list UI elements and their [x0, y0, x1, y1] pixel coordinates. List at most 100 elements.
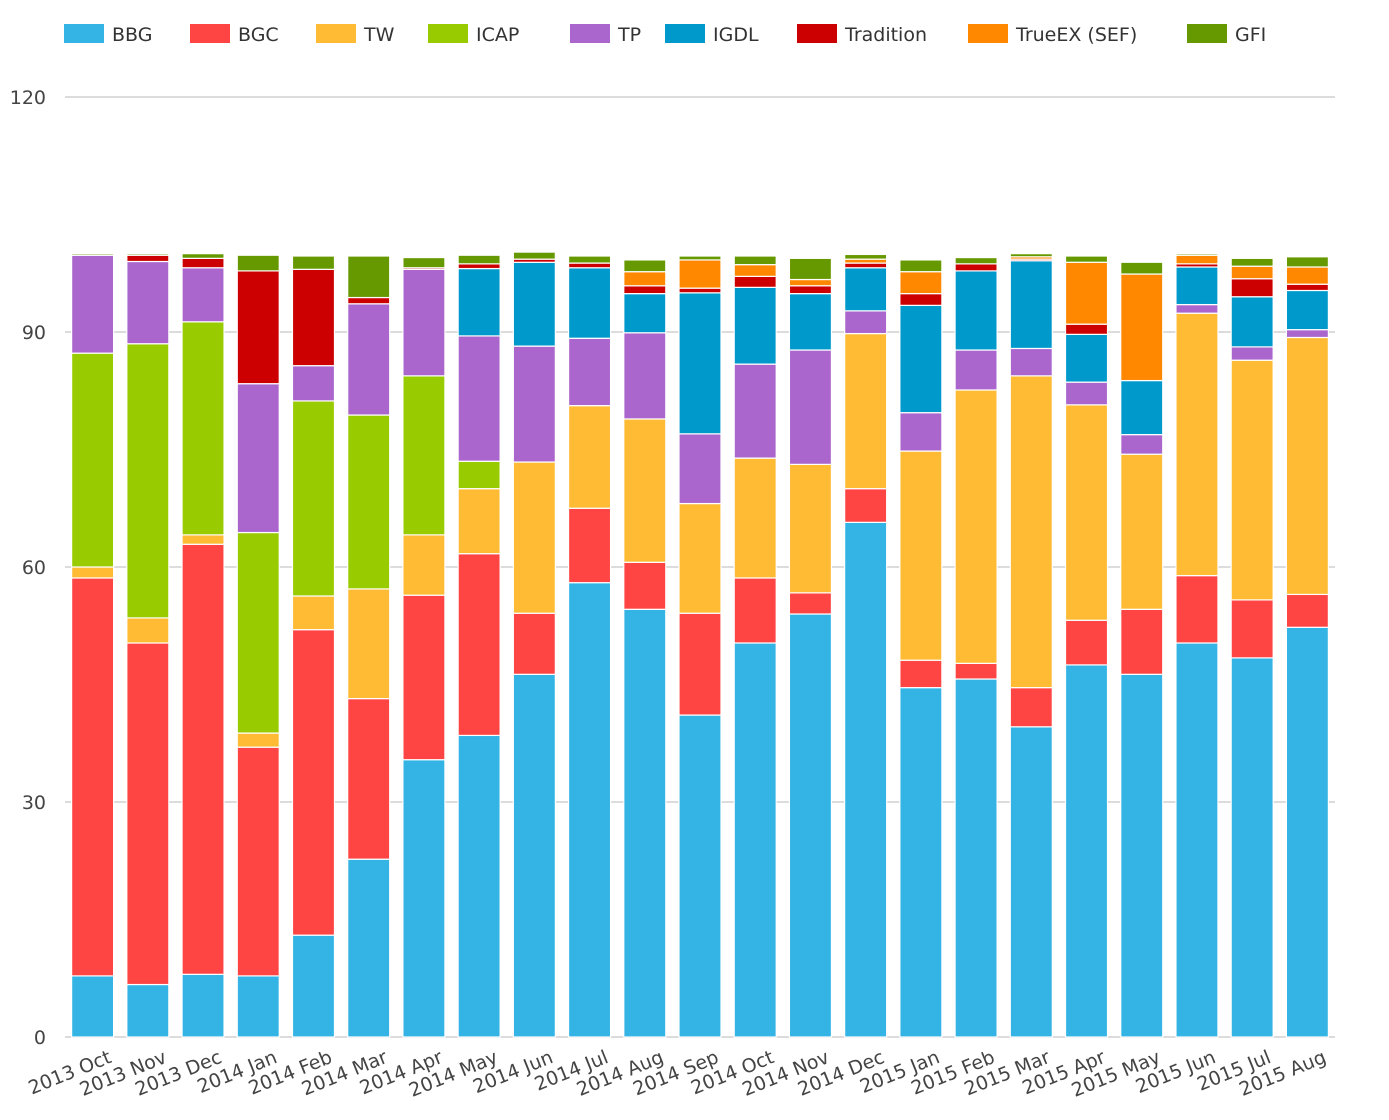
bar-stack-21 [1230, 257, 1274, 1038]
bar-segment-bbg-12 [733, 642, 777, 1038]
bar-segment-tw-7 [457, 488, 501, 555]
bar-segment-gfi-15 [899, 259, 943, 273]
bar-segment-tradition-9 [567, 262, 612, 269]
legend-item-gfi[interactable]: GFI [1187, 24, 1266, 46]
bar-segment-tradition-12 [733, 275, 777, 288]
bar-segment-bgc-18 [1064, 619, 1109, 666]
bar-segment-gfi-7 [457, 254, 501, 265]
legend-item-tp[interactable]: TP [570, 24, 641, 46]
bar-stack-13 [788, 257, 833, 1038]
bar-segment-trueex-sef--20 [1175, 254, 1219, 265]
bar-segment-tp-14 [844, 310, 888, 335]
bar-segment-tp-21 [1230, 346, 1274, 361]
bar-segment-icap-3 [236, 531, 280, 734]
bar-segment-tp-8 [512, 345, 556, 463]
bar-segment-bbg-7 [457, 734, 501, 1038]
legend-swatch [797, 24, 837, 43]
bar-segment-bbg-11 [678, 714, 722, 1038]
bar-segment-bgc-13 [788, 592, 833, 615]
bar-segment-bbg-6 [402, 759, 446, 1038]
bar-segment-gfi-9 [567, 255, 612, 264]
bar-segment-bbg-19 [1120, 673, 1164, 1038]
bar-segment-bbg-17 [1009, 726, 1053, 1038]
bar-segment-bgc-22 [1285, 593, 1329, 628]
bar-segment-gfi-14 [844, 253, 888, 260]
bar-segment-tradition-11 [678, 287, 722, 294]
bar-segment-igdl-17 [1009, 260, 1053, 350]
legend-swatch [64, 24, 104, 43]
bar-segment-igdl-12 [733, 286, 777, 365]
legend-label: TP [617, 24, 641, 46]
bar-segment-tw-15 [899, 450, 943, 661]
bar-stack-6 [402, 256, 446, 1038]
bar-segment-tw-20 [1175, 312, 1219, 577]
legend-swatch [190, 24, 230, 43]
bar-segment-tw-21 [1230, 359, 1274, 601]
bar-segment-bbg-21 [1230, 657, 1274, 1038]
y-axis-tick-labels: 0 30 60 90 120 [10, 87, 46, 1049]
bar-segment-gfi-22 [1285, 256, 1329, 268]
bar-segment-tw-17 [1009, 375, 1053, 689]
bar-segment-tw-22 [1285, 336, 1329, 596]
legend-swatch [570, 24, 610, 43]
bar-stack-9 [567, 255, 612, 1038]
bar-segment-tradition-13 [788, 285, 833, 295]
bar-stack-1 [126, 253, 170, 1038]
bar-stack-5 [347, 255, 391, 1038]
bar-segment-icap-4 [291, 400, 336, 597]
bar-segment-bbg-10 [623, 608, 667, 1038]
bar-segment-tradition-2 [181, 257, 225, 269]
bar-segment-tp-4 [291, 365, 336, 402]
bar-segment-trueex-sef--18 [1064, 261, 1109, 325]
bar-segment-icap-1 [126, 343, 170, 619]
legend-item-trueex-sef-[interactable]: TrueEX (SEF) [968, 24, 1137, 46]
legend-item-bgc[interactable]: BGC [190, 24, 279, 46]
bar-segment-icap-2 [181, 321, 225, 536]
bar-segment-tradition-21 [1230, 278, 1274, 298]
bar-segment-tp-22 [1285, 329, 1329, 339]
bar-segment-bgc-1 [126, 642, 170, 986]
bar-segment-tw-4 [291, 595, 336, 631]
bar-segment-bbg-16 [954, 678, 998, 1038]
y-tick-label: 0 [34, 1027, 46, 1049]
bar-segment-gfi-16 [954, 256, 998, 265]
legend-item-igdl[interactable]: IGDL [665, 24, 759, 46]
bar-segment-igdl-13 [788, 293, 833, 351]
bar-segment-bbg-9 [567, 582, 612, 1038]
legend-swatch [968, 24, 1008, 43]
bar-segment-bgc-20 [1175, 575, 1219, 644]
bar-segment-tp-6 [402, 268, 446, 377]
legend-item-icap[interactable]: ICAP [428, 24, 519, 46]
legend-item-tradition[interactable]: Tradition [797, 24, 927, 46]
bar-segment-gfi-3 [236, 254, 280, 272]
bar-segment-tp-18 [1064, 381, 1109, 406]
bar-segment-tradition-5 [347, 296, 391, 305]
y-tick-label: 120 [10, 87, 46, 109]
bar-segment-bgc-12 [733, 577, 777, 644]
bar-segment-igdl-21 [1230, 296, 1274, 348]
bar-segment-bbg-22 [1285, 626, 1329, 1038]
legend-item-tw[interactable]: TW [316, 24, 395, 46]
bar-segment-tp-1 [126, 260, 170, 345]
bar-segment-icap-7 [457, 460, 501, 490]
bar-segment-bbg-4 [291, 934, 336, 1038]
bar-segment-tradition-3 [236, 270, 280, 385]
bar-stack-4 [291, 255, 336, 1038]
bar-segment-gfi-13 [788, 257, 833, 281]
bar-segment-tw-9 [567, 405, 612, 509]
bar-segment-gfi-21 [1230, 257, 1274, 267]
bar-segment-tp-0 [71, 254, 115, 354]
bar-segment-igdl-11 [678, 292, 722, 435]
bar-segment-tw-2 [181, 534, 225, 545]
bar-segment-igdl-20 [1175, 266, 1219, 306]
bar-segment-bgc-5 [347, 697, 391, 860]
legend-label: IGDL [713, 24, 759, 46]
bar-segment-bgc-17 [1009, 687, 1053, 728]
legend-swatch [316, 24, 356, 43]
bar-stack-16 [954, 256, 998, 1038]
bar-stack-18 [1064, 255, 1109, 1038]
bar-stack-10 [623, 259, 667, 1038]
legend-item-bbg[interactable]: BBG [64, 24, 152, 46]
